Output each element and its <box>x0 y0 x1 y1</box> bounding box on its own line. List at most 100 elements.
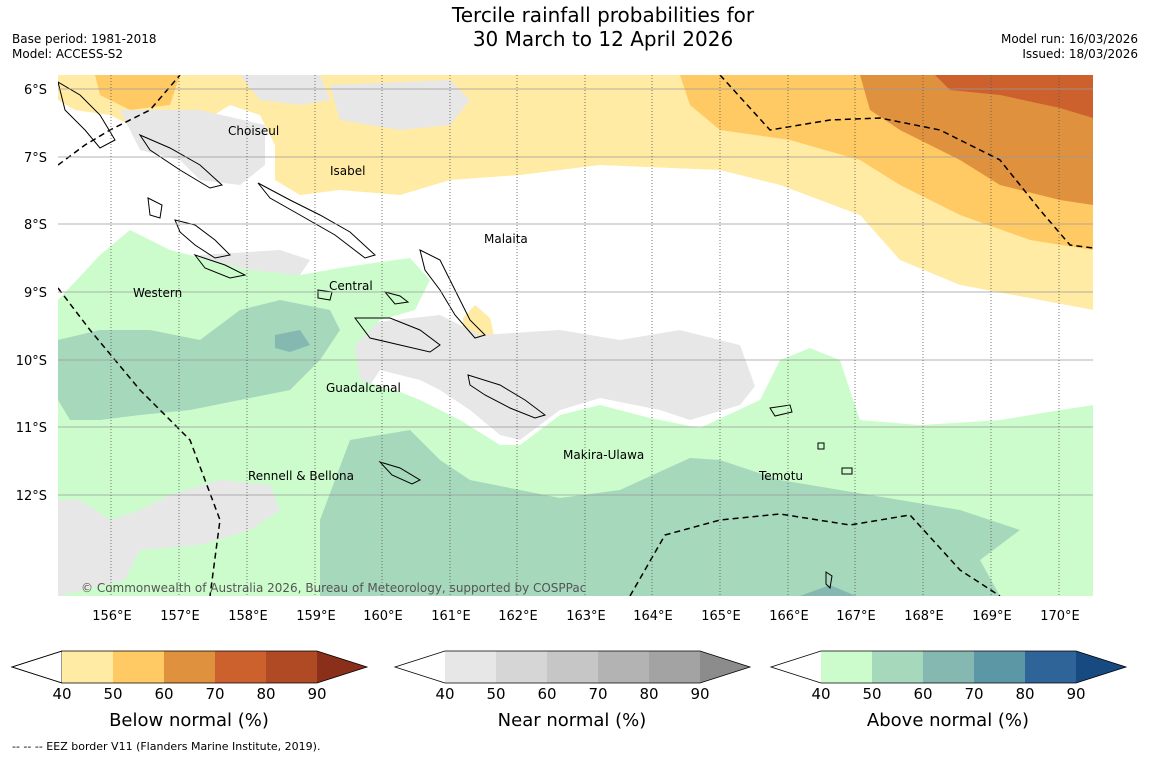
lon-label: 167°E <box>836 609 876 624</box>
label-isabel: Isabel <box>330 164 365 178</box>
map-title: Tercile rainfall probabilities for 30 Ma… <box>0 3 1150 51</box>
island-nggela <box>383 291 410 305</box>
lat-label: 11°S <box>16 421 47 436</box>
island-western-1 <box>174 219 232 259</box>
island-malaita <box>419 249 486 339</box>
lat-label: 6°S <box>24 83 47 98</box>
lon-label: 166°E <box>769 609 809 624</box>
legend-swatch <box>164 651 215 683</box>
eez-border-northeast <box>719 75 1093 249</box>
lon-label: 162°E <box>498 609 538 624</box>
legend-tick: 80 <box>256 685 275 703</box>
model-run: Model run: 16/03/2026 <box>1000 32 1138 46</box>
legend-below-normal: 40 50 60 70 80 90 Below normal (%) <box>10 650 369 731</box>
legend-arrow-right <box>317 651 367 683</box>
island-western-2 <box>147 197 163 219</box>
rainfall-map: Choiseul Isabel Malaita Western Central … <box>10 75 1128 731</box>
lon-label: 164°E <box>633 609 673 624</box>
lat-label: 7°S <box>24 151 47 166</box>
lon-label: 163°E <box>566 609 606 624</box>
legend-near-normal: 40 50 60 70 80 90 Near normal (%) <box>393 650 752 731</box>
legend-swatch <box>649 651 700 683</box>
title-line-2: 30 March to 12 April 2026 <box>472 27 734 51</box>
above-50-south <box>320 430 1020 596</box>
label-choiseul: Choiseul <box>228 124 279 138</box>
legend-tick: 50 <box>103 685 122 703</box>
legend-arrow-right <box>700 651 750 683</box>
near-normal-north-2 <box>240 75 330 105</box>
legend-title: Above normal (%) <box>867 710 1029 731</box>
legend-tick: 70 <box>964 685 983 703</box>
legend-title: Below normal (%) <box>109 710 269 731</box>
legend-tick: 60 <box>154 685 173 703</box>
label-western: Western <box>133 286 182 300</box>
lat-gridlines <box>58 88 1093 496</box>
island-outlines <box>58 81 853 590</box>
label-central: Central <box>329 279 373 293</box>
above-60-spot-south <box>800 585 856 596</box>
header-left: Base period: 1981-2018 Model: ACCESS-S2 <box>12 32 157 62</box>
island-vanikoro <box>841 467 853 475</box>
label-rennell-bellona: Rennell & Bellona <box>248 469 354 483</box>
legend-swatch <box>872 651 923 683</box>
island-isabel <box>257 182 376 259</box>
above-60-spot <box>275 330 310 352</box>
legend-swatch <box>547 651 598 683</box>
lon-label: 170°E <box>1040 609 1080 624</box>
province-labels: Choiseul Isabel Malaita Western Central … <box>133 124 803 483</box>
island-western-3 <box>193 254 247 279</box>
legend-swatch <box>445 651 496 683</box>
eez-border-north <box>58 75 181 166</box>
lon-label: 159°E <box>296 609 336 624</box>
lon-labels: 156°E 157°E 158°E 159°E 160°E 161°E 162°… <box>92 609 1080 624</box>
legend-tick: 90 <box>307 685 326 703</box>
legend-tick: 40 <box>52 685 71 703</box>
legend-above-normal: 40 50 60 70 80 90 Above normal (%) <box>769 650 1128 731</box>
lat-label: 10°S <box>16 354 47 369</box>
above-40-hole-southwest <box>58 480 280 596</box>
legend-tick: 40 <box>811 685 830 703</box>
legend-swatch <box>62 651 113 683</box>
legend-swatch <box>113 651 164 683</box>
eez-border-west <box>58 287 221 596</box>
base-period: Base period: 1981-2018 <box>12 32 157 46</box>
legend-tick: 80 <box>1015 685 1034 703</box>
legend-swatch <box>1025 651 1076 683</box>
copyright-text: © Commonwealth of Australia 2026, Bureau… <box>81 581 586 595</box>
below-50-spot-west <box>95 75 180 110</box>
header-right: Model run: 16/03/2026 Issued: 18/03/2026 <box>1001 32 1138 62</box>
legend-tick: 80 <box>639 685 658 703</box>
label-temotu: Temotu <box>758 469 803 483</box>
legend-tick: 60 <box>537 685 556 703</box>
legend-tick: 90 <box>1066 685 1085 703</box>
lon-label: 160°E <box>363 609 403 624</box>
legend-arrow-right <box>1076 651 1126 683</box>
near-normal-north-3 <box>330 80 470 130</box>
island-anuta <box>825 571 833 590</box>
legend-tick: 50 <box>862 685 881 703</box>
label-malaita: Malaita <box>484 232 528 246</box>
legend-arrow-left <box>771 651 821 683</box>
lon-label: 165°E <box>701 609 741 624</box>
island-central <box>317 289 333 301</box>
lon-label: 157°E <box>160 609 200 624</box>
lon-label: 168°E <box>904 609 944 624</box>
island-bougainville <box>58 81 116 149</box>
issued-date: Issued: 18/03/2026 <box>1022 47 1138 61</box>
label-makira-ulawa: Makira-Ulawa <box>563 448 644 462</box>
legend-tick: 60 <box>913 685 932 703</box>
legend-arrow-left <box>395 651 445 683</box>
legend-swatch <box>923 651 974 683</box>
island-choiseul <box>138 133 224 189</box>
near-normal-north <box>120 110 265 185</box>
near-normal-center <box>340 315 760 440</box>
lon-label: 156°E <box>92 609 132 624</box>
model-name: Model: ACCESS-S2 <box>12 47 124 61</box>
legend-tick: 50 <box>486 685 505 703</box>
legend-swatch <box>821 651 872 683</box>
lat-labels: 6°S 7°S 8°S 9°S 10°S 11°S 12°S <box>16 83 47 504</box>
lat-label: 9°S <box>24 286 47 301</box>
legend-arrow-left <box>10 650 63 684</box>
lon-label: 158°E <box>228 609 268 624</box>
label-guadalcanal: Guadalcanal <box>326 381 401 395</box>
